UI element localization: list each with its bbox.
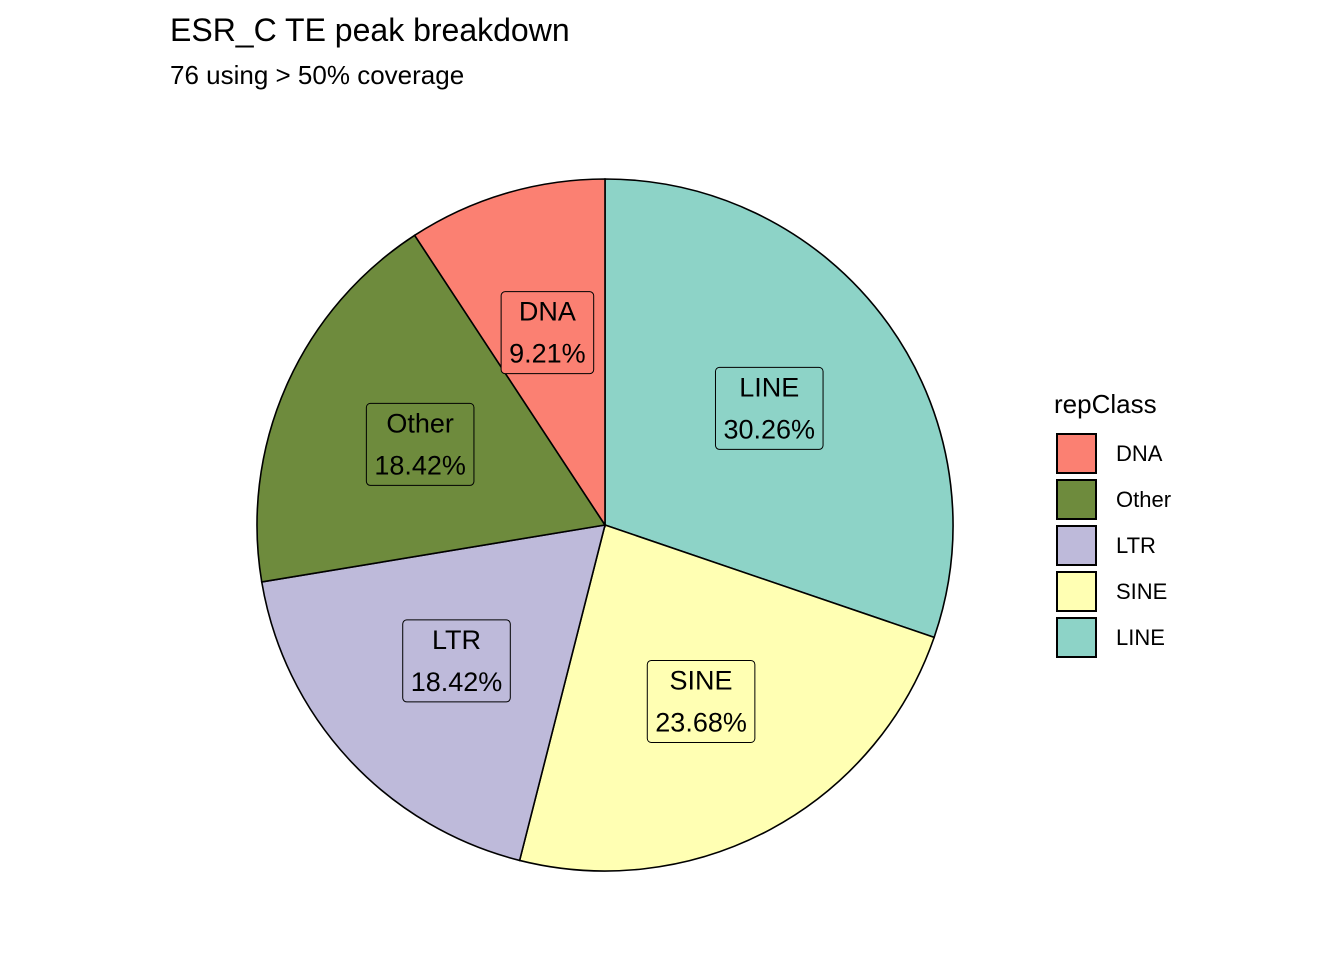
pie-label-category: Other: [386, 408, 454, 438]
pie-label-category: LINE: [739, 372, 799, 402]
legend-key: [1056, 525, 1097, 566]
legend-label: SINE: [1116, 579, 1168, 604]
pie-labels: LINE 30.26% SINE 23.68% LTR 18.42% Other 18.42%…: [365, 291, 824, 743]
legend-label: LTR: [1116, 533, 1156, 558]
legend-key: [1056, 479, 1097, 520]
pie-label-ltr: LTR 18.42%: [402, 619, 511, 703]
pie-label-percent: 9.21%: [509, 339, 586, 369]
pie-label-dna: DNA 9.21%: [500, 291, 595, 375]
pie-label-category: SINE: [670, 665, 733, 695]
pie-label-other: Other 18.42%: [365, 402, 475, 486]
pie-label-box: [646, 659, 756, 743]
pie-label-percent: 23.68%: [655, 707, 747, 737]
legend-key: [1056, 571, 1097, 612]
legend-label: Other: [1116, 487, 1172, 512]
pie-label-percent: 18.42%: [374, 450, 466, 480]
legend-item-ltr: LTR: [1054, 525, 1157, 571]
legend-key: [1056, 433, 1097, 474]
legend-item-dna: DNA: [1054, 433, 1162, 479]
legend-title: repClass: [1054, 389, 1157, 419]
legend-label: LINE: [1116, 625, 1165, 650]
legend-item-other: Other: [1054, 479, 1171, 525]
chart-title: ESR_C TE peak breakdown: [170, 12, 570, 48]
pie-label-percent: 30.26%: [723, 414, 815, 444]
pie-label-box: [402, 619, 511, 703]
pie-label-category: LTR: [432, 625, 481, 655]
chart-subtitle: 76 using > 50% coverage: [170, 60, 465, 90]
legend: repClass DNA Other LTR SINE LINE: [1054, 387, 1171, 663]
legend-label: DNA: [1116, 441, 1163, 466]
legend-key: [1056, 617, 1097, 658]
pie-label-percent: 18.42%: [411, 667, 503, 697]
pie-label-box: [500, 291, 595, 375]
pie-label-sine: SINE 23.68%: [646, 659, 756, 743]
pie-label-category: DNA: [519, 297, 576, 327]
legend-item-line: LINE: [1054, 617, 1165, 663]
pie-slices: [256, 178, 954, 872]
pie-label-box: [365, 402, 475, 486]
legend-item-sine: SINE: [1054, 571, 1167, 617]
pie-label-line: LINE 30.26%: [714, 366, 824, 450]
pie-label-box: [714, 366, 824, 450]
legend-items: DNA Other LTR SINE LINE: [1054, 433, 1171, 663]
